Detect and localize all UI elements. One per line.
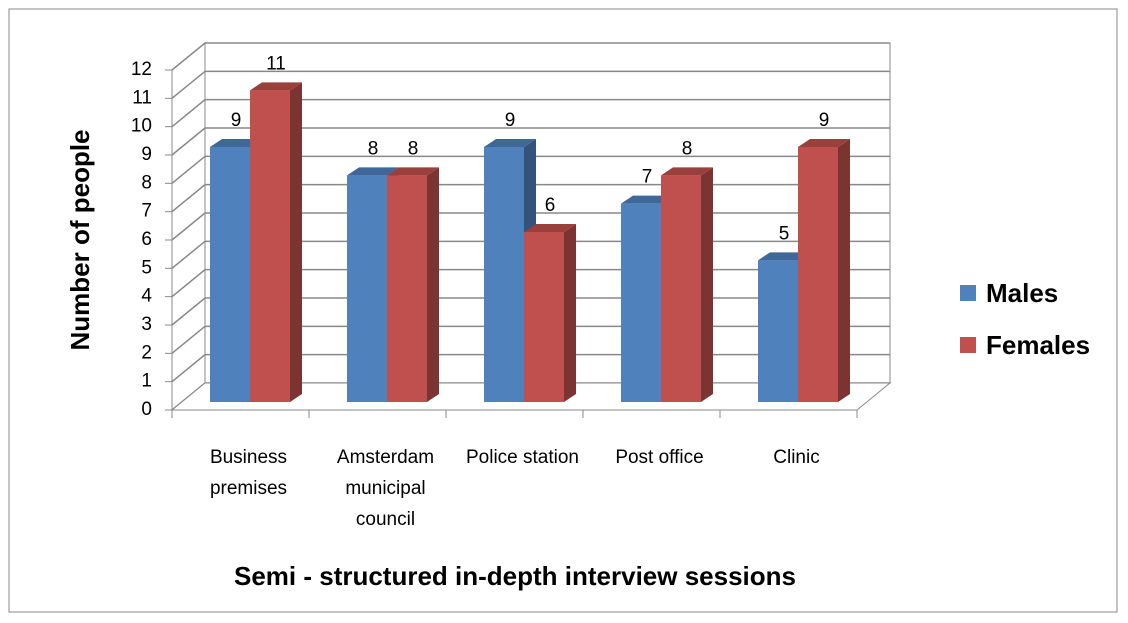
- bar-top: [621, 195, 673, 204]
- y-tick-label: 4: [141, 286, 152, 307]
- bar: [661, 167, 713, 402]
- x-axis-title: Semi - structured in-depth interview ses…: [234, 561, 796, 591]
- grid-line: [171, 98, 890, 128]
- data-label: 5: [779, 223, 790, 244]
- bar-top: [798, 139, 850, 147]
- bar-top: [661, 167, 713, 176]
- y-tick-label: 1: [141, 371, 152, 392]
- x-tick-label: Clinic: [773, 447, 820, 468]
- bar-side: [290, 82, 302, 402]
- x-tick-label: Police station: [465, 447, 579, 468]
- bar-top: [484, 139, 536, 147]
- bar-front: [621, 203, 661, 402]
- bar: [798, 139, 850, 402]
- data-label: 9: [819, 110, 830, 131]
- data-label: 6: [545, 195, 556, 216]
- y-tick-label: 2: [141, 342, 152, 363]
- legend-label: Females: [986, 330, 1090, 360]
- bar-front: [250, 90, 290, 402]
- y-axis-title: Number of people: [65, 129, 95, 350]
- grid-line: [171, 70, 890, 99]
- data-label: 11: [266, 53, 286, 74]
- bar-top: [387, 167, 439, 176]
- bar: [524, 224, 576, 402]
- x-tick-label: Business premises: [209, 447, 288, 499]
- bar-front: [210, 147, 250, 402]
- grid-line: [171, 42, 890, 71]
- y-tick-label: 3: [141, 314, 152, 335]
- legend-swatch: [960, 337, 976, 353]
- data-label: 9: [505, 110, 516, 131]
- x-tick-label: Post office: [615, 447, 704, 468]
- bar-front: [484, 147, 524, 402]
- bar-side: [701, 167, 713, 402]
- grid-line: [171, 155, 890, 184]
- bar-top: [758, 252, 810, 261]
- bar-side: [564, 224, 576, 402]
- bar: [250, 82, 302, 402]
- bar-top: [250, 82, 302, 91]
- bar-front: [798, 147, 838, 402]
- y-tick-label: 8: [141, 172, 152, 193]
- bar-side: [427, 167, 439, 402]
- bar-front: [524, 232, 564, 402]
- data-label: 8: [408, 138, 419, 159]
- y-tick-label: 0: [141, 399, 152, 420]
- data-label: 9: [231, 110, 242, 131]
- y-tick-label: 12: [131, 59, 152, 80]
- bar-top: [210, 139, 262, 147]
- bar-front: [758, 260, 798, 402]
- bar-front: [347, 175, 387, 402]
- data-label: 7: [642, 167, 653, 188]
- y-tick-label: 9: [141, 144, 152, 165]
- bar-top: [524, 224, 576, 232]
- data-label: 8: [682, 138, 693, 159]
- legend-swatch: [960, 285, 976, 301]
- legend-label: Males: [986, 278, 1058, 308]
- bar-top: [347, 167, 399, 176]
- y-tick-label: 10: [131, 116, 152, 137]
- bar-front: [661, 175, 701, 402]
- x-tick-label: Amsterdam municipal council: [336, 447, 435, 530]
- bar-side: [838, 139, 850, 402]
- bar-front: [387, 175, 427, 402]
- y-tick-label: 7: [141, 201, 152, 222]
- y-tick-label: 11: [132, 87, 152, 108]
- y-tick-label: 5: [141, 257, 152, 278]
- y-tick-label: 6: [141, 229, 152, 250]
- bar: [387, 167, 439, 402]
- data-label: 8: [368, 138, 379, 159]
- grid-line: [171, 127, 890, 156]
